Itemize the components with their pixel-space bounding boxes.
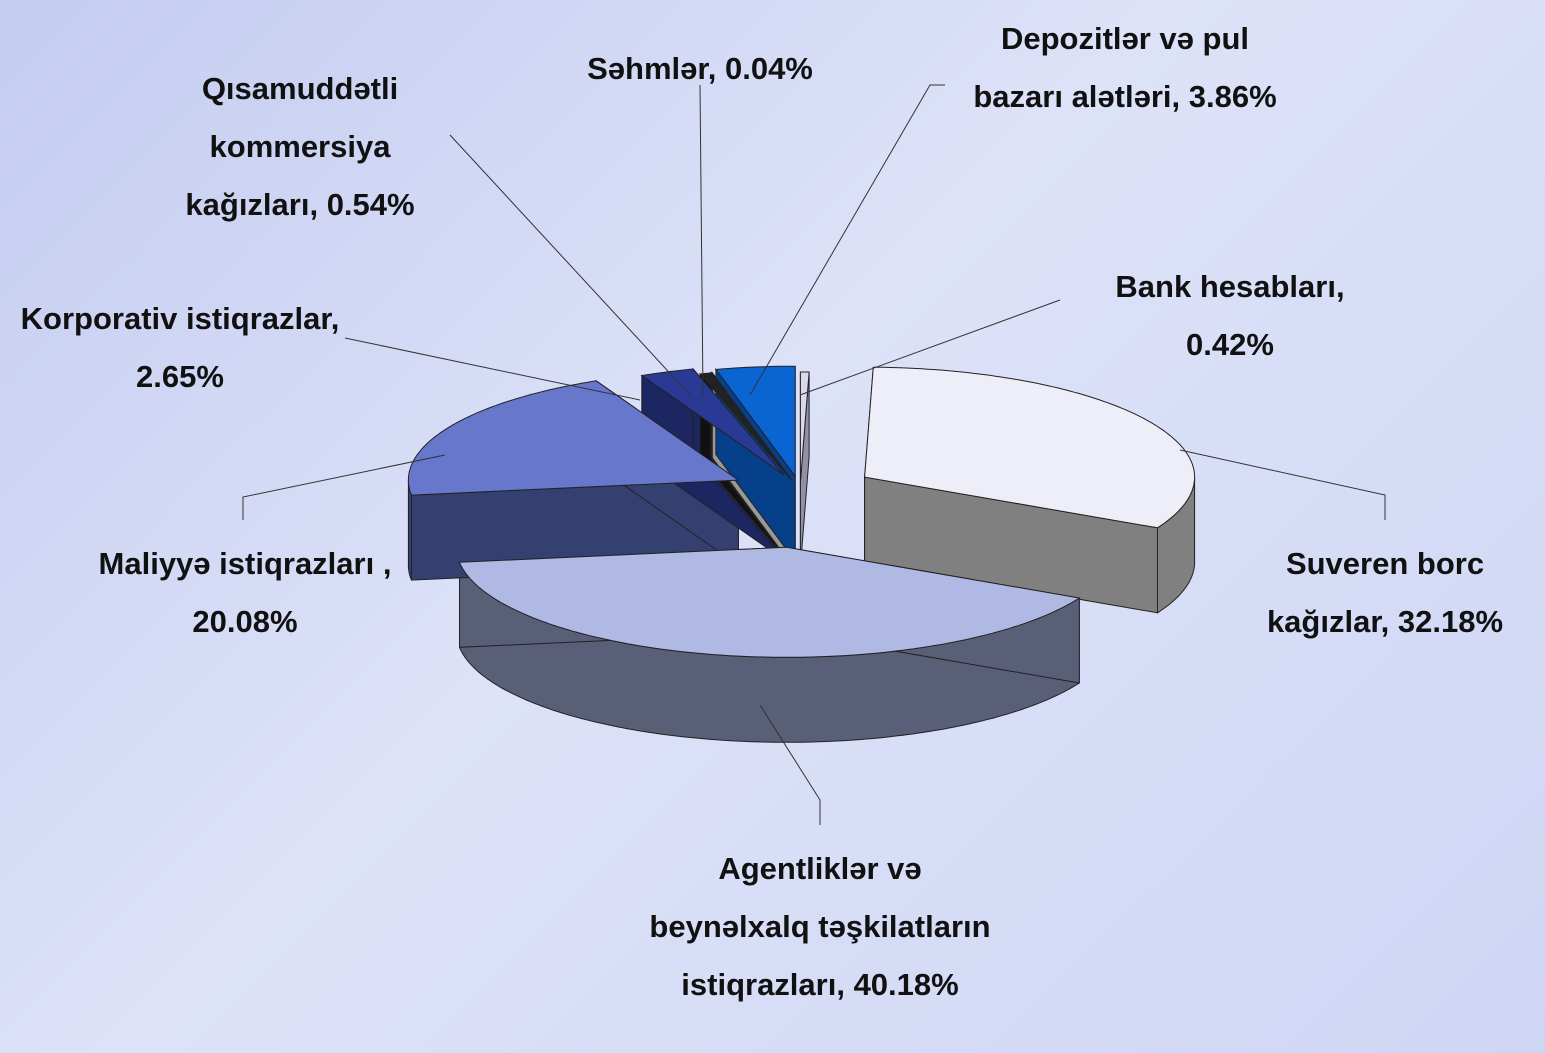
data-label: Korporativ istiqrazlar, 2.65% bbox=[20, 301, 340, 394]
leader-line bbox=[749, 84, 945, 396]
data-label: Səhmlər, 0.04% bbox=[587, 51, 813, 86]
leader-line bbox=[449, 134, 691, 396]
data-label: Depozitlər və pul bazarı alətləri, 3.86% bbox=[973, 21, 1277, 114]
data-label: Suveren borc kağızlar, 32.18% bbox=[1266, 546, 1504, 639]
leader-line bbox=[799, 299, 1061, 396]
leader-line bbox=[242, 454, 446, 520]
leader-line bbox=[759, 704, 821, 825]
slice-top bbox=[699, 372, 792, 481]
data-label: Agentliklər və beynəlxalq təşkilatların … bbox=[649, 851, 991, 1002]
leader-line bbox=[1179, 449, 1386, 520]
leader-line bbox=[344, 337, 641, 401]
data-label: Maliyyə istiqrazları , 20.08% bbox=[98, 546, 392, 639]
slice-top bbox=[458, 546, 1081, 658]
slice-top bbox=[864, 366, 1196, 529]
slice-top bbox=[407, 380, 740, 496]
data-label: Bank hesabları, 0.42% bbox=[1115, 269, 1345, 362]
slice-top bbox=[640, 368, 785, 476]
slice-top bbox=[710, 372, 792, 480]
slice-top bbox=[799, 371, 810, 483]
slice-top bbox=[714, 365, 796, 478]
data-label: Qısamuddətli kommersiya kağızları, 0.54% bbox=[185, 71, 415, 222]
leader-line bbox=[699, 84, 704, 396]
